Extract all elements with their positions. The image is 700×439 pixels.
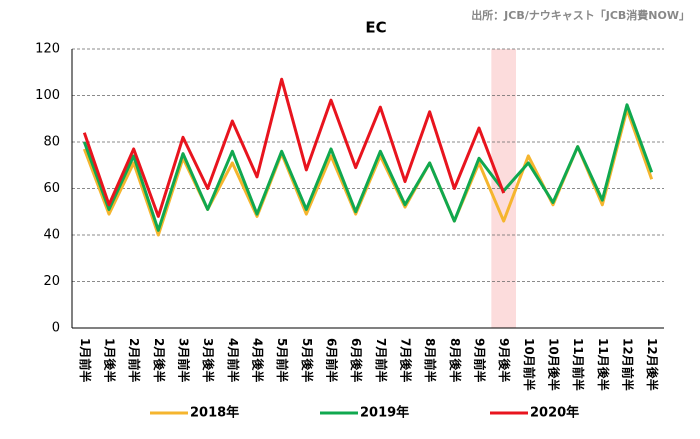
x-tick-label: 8月前半 — [423, 338, 438, 382]
x-tick-label: 7月後半 — [399, 338, 414, 382]
legend-label: 2019年 — [360, 405, 409, 421]
x-tick-label: 2月後半 — [152, 338, 167, 382]
x-tick-label: 9月前半 — [473, 338, 488, 382]
y-tick-label: 0 — [52, 321, 60, 336]
x-tick-label: 3月後半 — [201, 338, 216, 382]
x-tick-label: 3月前半 — [177, 338, 192, 382]
x-tick-label: 12月前半 — [621, 338, 636, 391]
y-tick-label: 100 — [35, 88, 60, 103]
series-line — [82, 77, 506, 218]
x-tick-label: 5月後半 — [300, 338, 315, 382]
x-tick-label: 7月前半 — [374, 338, 389, 382]
x-tick-label: 11月後半 — [596, 338, 611, 391]
x-tick-label: 10月前半 — [522, 338, 537, 391]
x-tick-label: 4月後半 — [251, 338, 266, 382]
y-tick-label: 60 — [43, 181, 60, 196]
x-tick-label: 8月後半 — [448, 338, 463, 382]
x-tick-label: 9月後半 — [497, 338, 512, 382]
x-tick-label: 2月前半 — [127, 338, 142, 382]
y-tick-label: 120 — [35, 42, 60, 57]
y-tick-label: 40 — [43, 228, 60, 243]
x-tick-label: 10月後半 — [547, 338, 562, 391]
x-tick-label: 6月後半 — [349, 338, 364, 382]
y-tick-label: 20 — [43, 274, 60, 289]
x-tick-label: 1月前半 — [78, 338, 93, 382]
x-tick-label: 6月前半 — [325, 338, 340, 382]
legend-label: 2020年 — [530, 405, 579, 421]
series-line — [82, 103, 654, 232]
chart-title: EC — [365, 19, 386, 37]
x-tick-label: 1月後半 — [103, 338, 118, 382]
y-tick-label: 80 — [43, 135, 60, 150]
legend-label: 2018年 — [190, 405, 239, 421]
x-tick-label: 5月前半 — [275, 338, 290, 382]
source-note: 出所：JCB/ナウキャスト「JCB消費NOW」 — [471, 8, 690, 22]
x-tick-label: 11月前半 — [571, 338, 586, 391]
x-tick-label: 12月後半 — [645, 338, 660, 391]
x-tick-label: 4月前半 — [226, 338, 241, 382]
